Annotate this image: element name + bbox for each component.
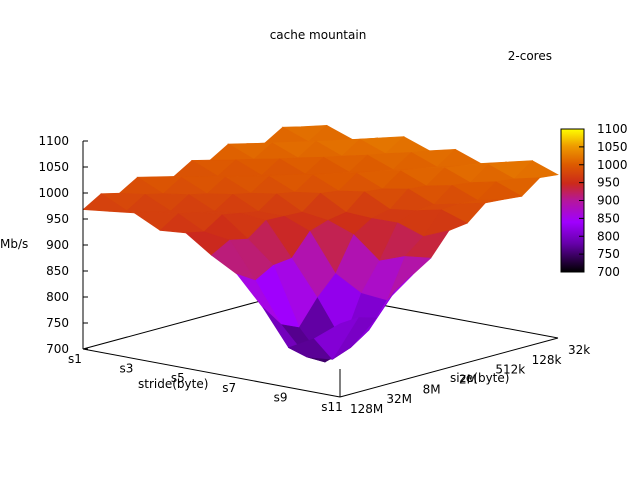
y-tick-label: 32k xyxy=(568,343,590,357)
y-tick-label: 8M xyxy=(423,382,441,396)
x-tick-label: s9 xyxy=(274,390,288,404)
legend-label: 2-cores xyxy=(508,49,552,63)
colorbar-tick-label: 700 xyxy=(597,265,620,279)
y-tick-label: 128k xyxy=(532,353,562,367)
x-tick-label: s3 xyxy=(119,362,133,376)
colorbar-tick-label: 950 xyxy=(597,176,620,190)
z-tick-label: 850 xyxy=(46,264,69,278)
colorbar-tick-label: 1000 xyxy=(597,158,628,172)
x-axis-label: stride(byte) xyxy=(138,377,208,391)
x-tick-label: s11 xyxy=(321,400,343,414)
colorbar: 700 750 800 850 900 950 1000 1050 1100 xyxy=(560,122,628,279)
base-edge xyxy=(82,348,341,398)
z-tick-label: 700 xyxy=(46,342,69,356)
z-tick-label: 900 xyxy=(46,238,69,252)
y-tick-label: 128M xyxy=(350,402,383,416)
y-tick-label: 32M xyxy=(386,392,412,406)
z-tick-label: 950 xyxy=(46,212,69,226)
z-tick-label: 1050 xyxy=(38,160,69,174)
z-axis-label: Mb/s xyxy=(0,237,28,251)
x-axis: s1 s3 s5 s7 s9 s11 xyxy=(68,352,343,414)
z-tick-label: 750 xyxy=(46,316,69,330)
x-tick-label: s5 xyxy=(171,371,185,385)
colorbar-tick-label: 1050 xyxy=(597,140,628,154)
colorbar-tick-label: 800 xyxy=(597,229,620,243)
z-tick-label: 800 xyxy=(46,290,69,304)
z-axis: 700 750 800 850 900 950 1000 1050 1100 xyxy=(38,134,88,356)
colorbar-tick-label: 850 xyxy=(597,211,620,225)
y-axis-label: size(byte) xyxy=(450,371,509,385)
z-tick-label: 1100 xyxy=(38,134,69,148)
y-tick-label: 2M xyxy=(459,373,477,387)
base-edge xyxy=(339,337,559,398)
chart-title: cache mountain xyxy=(270,28,367,42)
x-tick-label: s1 xyxy=(68,352,82,366)
colorbar-tick-label: 1100 xyxy=(597,122,628,136)
surface-mesh xyxy=(82,124,559,363)
colorbar-tick-label: 900 xyxy=(597,194,620,208)
z-tick-label: 1000 xyxy=(38,186,69,200)
x-tick-label: s7 xyxy=(222,381,236,395)
y-tick-label: 512k xyxy=(495,363,525,377)
surface-cell xyxy=(313,316,359,360)
colorbar-tick-label: 750 xyxy=(597,247,620,261)
